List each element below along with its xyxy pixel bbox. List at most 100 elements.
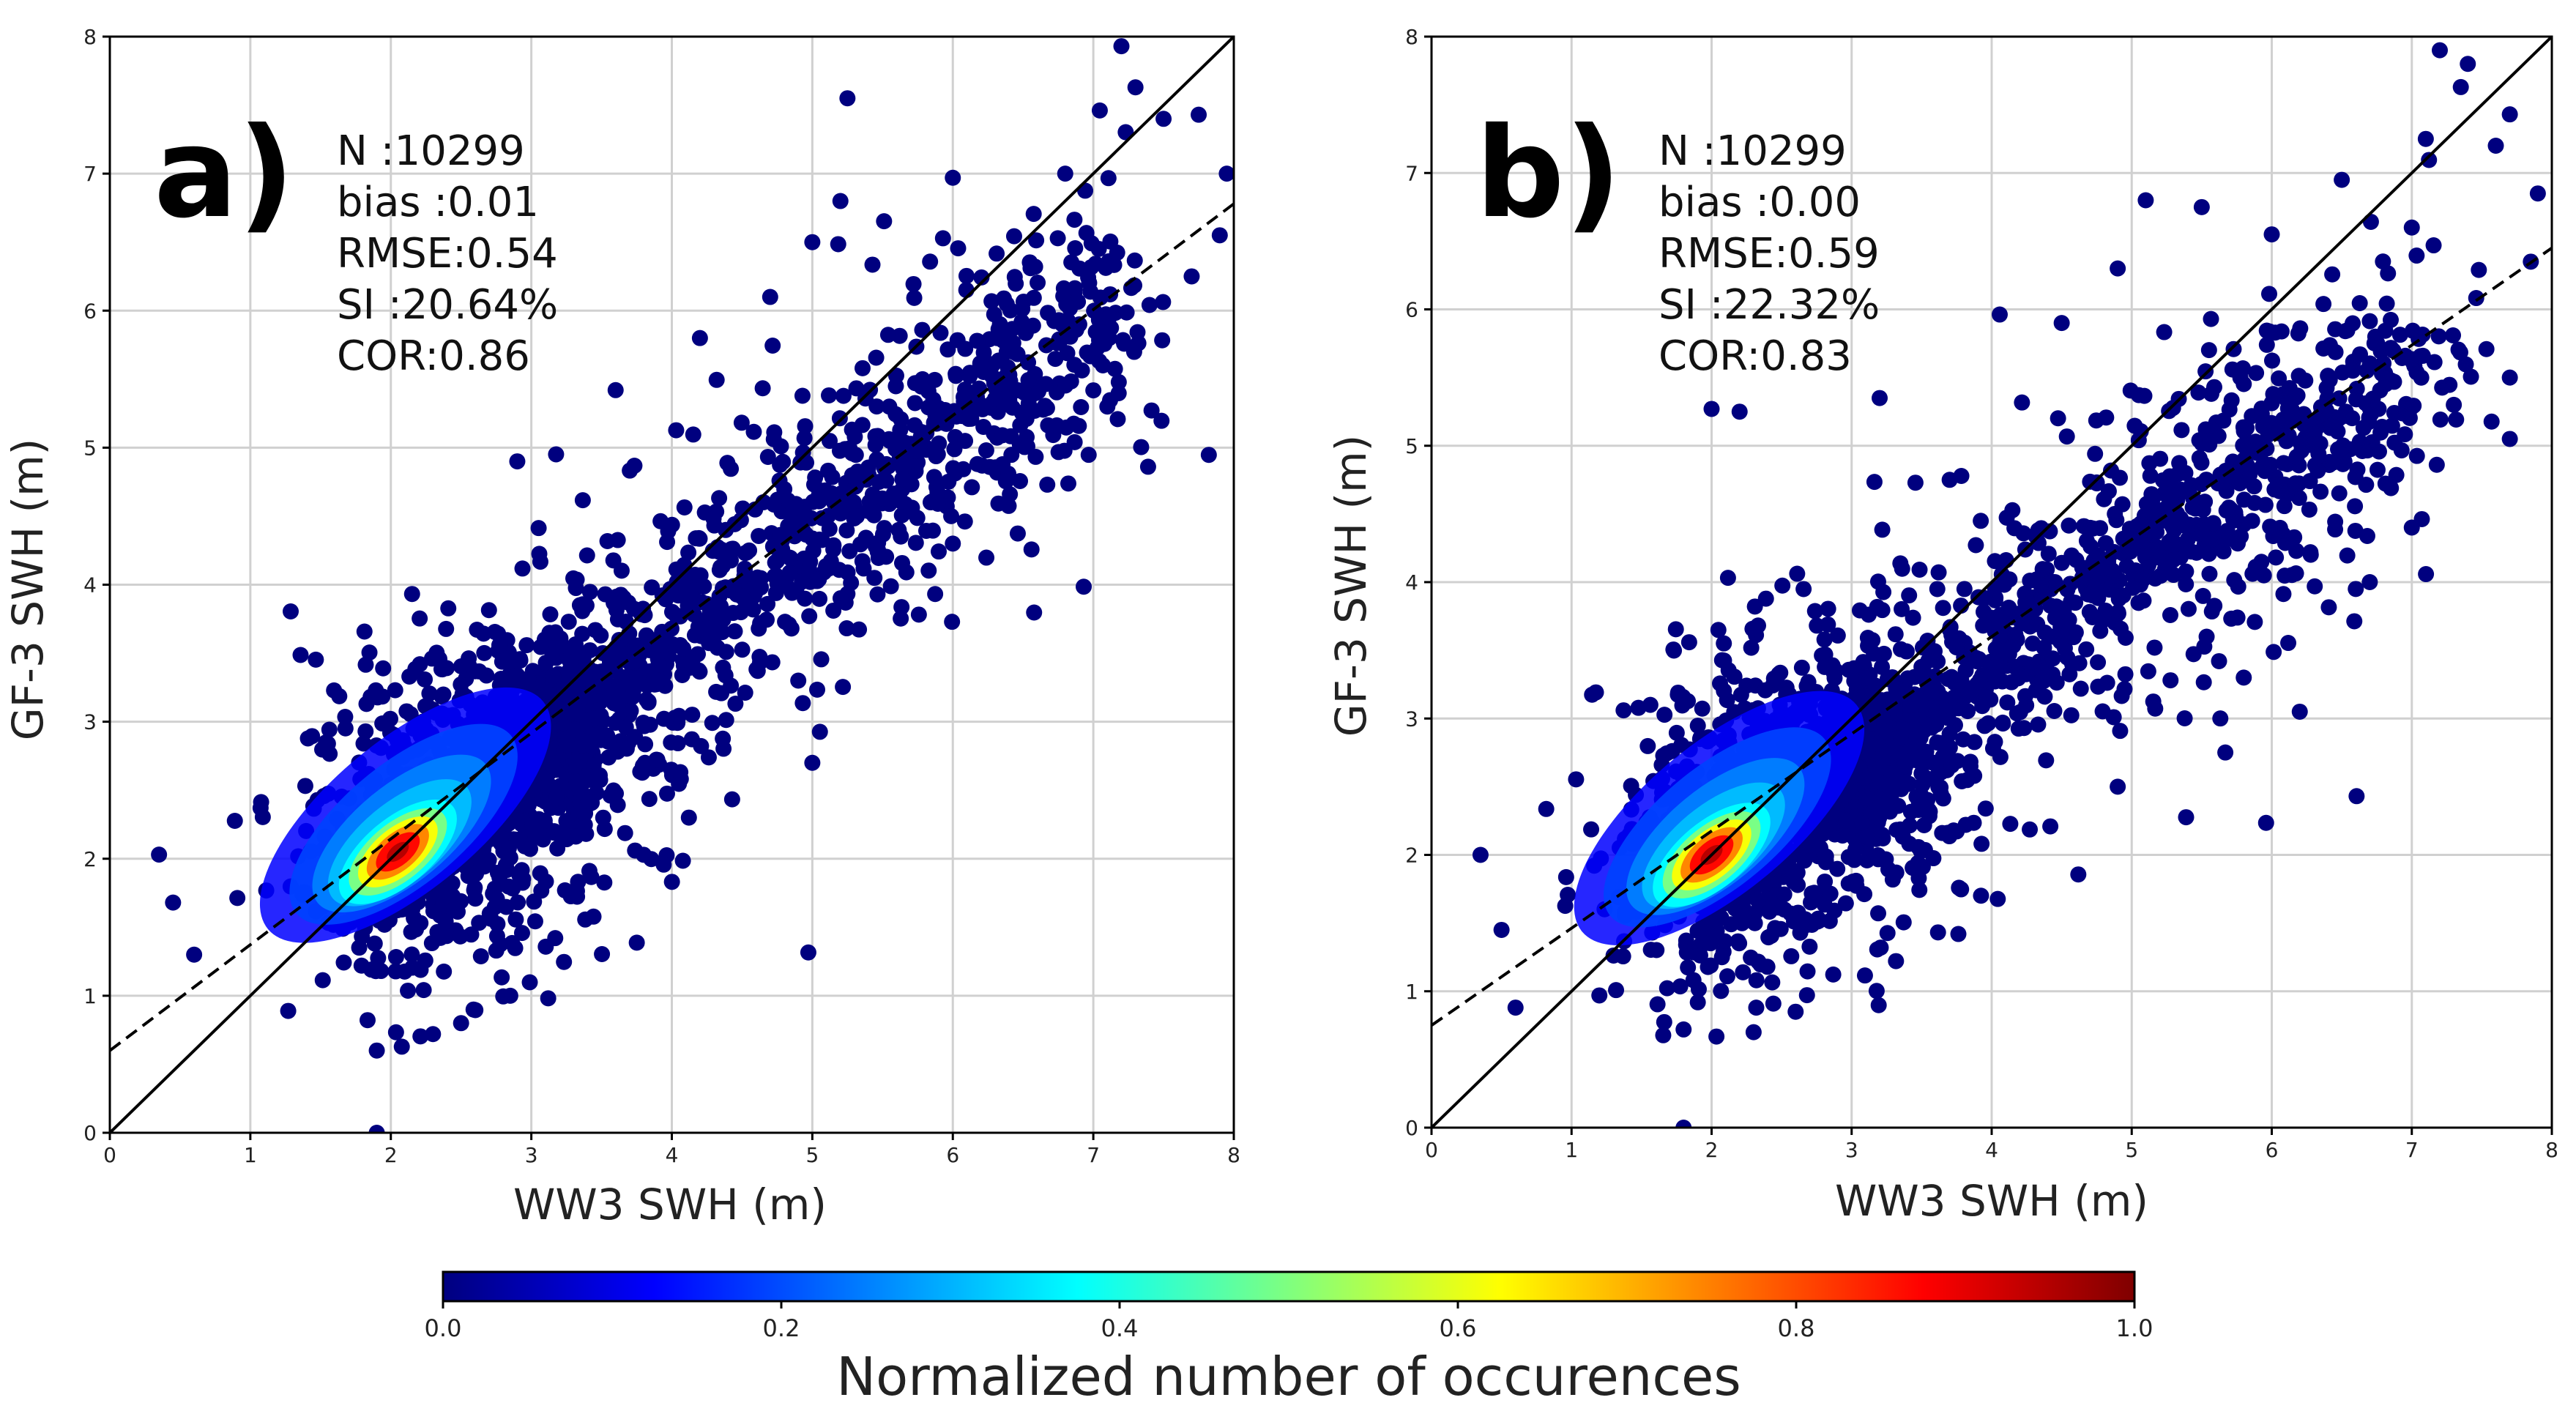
scatter-point [1689, 923, 1706, 939]
scatter-point [1057, 165, 1073, 182]
scatter-point [1735, 964, 1752, 980]
scatter-point [444, 875, 461, 892]
scatter-point [1211, 227, 1228, 244]
scatter-point [2206, 598, 2223, 614]
scatter-point [794, 387, 811, 404]
scatter-point [839, 90, 856, 107]
scatter-point [823, 485, 840, 502]
scatter-point [1685, 972, 1702, 989]
scatter-point [685, 426, 701, 443]
scatter-point [943, 507, 960, 524]
scatter-point [832, 505, 849, 522]
scatter-point [1894, 560, 1910, 577]
scatter-point [1987, 734, 2003, 751]
scatter-point [894, 471, 911, 488]
scatter-point [607, 381, 624, 398]
scatter-point [2058, 428, 2075, 445]
scatter-point [1063, 254, 1080, 271]
scatter-point [840, 491, 857, 508]
scatter-point [1789, 565, 1806, 582]
scatter-point [355, 735, 372, 752]
y-tick-label: 4 [83, 573, 97, 598]
scatter-point [2124, 579, 2141, 596]
scatter-point [452, 928, 469, 945]
scatter-point [358, 696, 375, 712]
scatter-point [2155, 472, 2172, 488]
scatter-point [2096, 606, 2112, 623]
scatter-point [1099, 398, 1116, 415]
scatter-point [1674, 697, 1691, 714]
scatter-point [948, 368, 964, 384]
scatter-point [613, 562, 630, 579]
scatter-point [1127, 79, 1144, 96]
scatter-point [1968, 537, 1984, 554]
scatter-point [785, 500, 802, 517]
scatter-point [1019, 438, 1035, 455]
scatter-point [913, 378, 930, 395]
scatter-point [1799, 963, 1816, 980]
scatter-point [403, 946, 420, 963]
scatter-point [1816, 631, 1833, 648]
scatter-point [353, 957, 370, 974]
scatter-point [759, 448, 776, 465]
scatter-point [564, 704, 581, 721]
scatter-point [2162, 672, 2179, 689]
scatter-point [2223, 392, 2240, 409]
scatter-point [1680, 959, 1697, 976]
scatter-point [537, 777, 554, 794]
scatter-point [1801, 938, 1818, 955]
scatter-point [1560, 887, 1577, 904]
scatter-point [662, 581, 679, 598]
scatter-point [558, 813, 575, 830]
scatter-point [594, 945, 611, 962]
scatter-point [2280, 635, 2297, 652]
scatter-point [1183, 268, 1200, 285]
y-tick-label: 1 [83, 984, 97, 1008]
scatter-point [907, 395, 923, 412]
scatter-point [1948, 639, 1965, 656]
scatter-point [314, 972, 331, 989]
scatter-point [1901, 587, 1918, 604]
scatter-point [680, 544, 697, 561]
scatter-point [2067, 595, 2084, 611]
scatter-point [1538, 800, 1555, 817]
scatter-point [887, 378, 904, 395]
scatter-point [2391, 327, 2408, 343]
scatter-point [764, 338, 781, 354]
scatter-point [1991, 306, 2008, 323]
scatter-point [802, 554, 819, 570]
scatter-point [683, 731, 700, 748]
scatter-point [2176, 710, 2193, 727]
panel-b-ylabel: GF-3 SWH (m) [1326, 435, 1376, 737]
x-tick-label: 8 [1227, 1143, 1240, 1167]
scatter-point [518, 637, 535, 654]
scatter-point [969, 332, 986, 349]
scatter-point [957, 340, 974, 357]
scatter-point [440, 600, 457, 617]
scatter-point [1995, 714, 2011, 731]
scatter-point [500, 840, 517, 857]
scatter-point [165, 894, 182, 911]
scatter-point [1869, 598, 1886, 615]
scatter-point [1731, 935, 1748, 952]
scatter-point [1009, 381, 1026, 398]
scatter-point [491, 637, 508, 654]
scatter-point [714, 624, 731, 641]
scatter-point [359, 1012, 376, 1029]
scatter-point [2178, 563, 2195, 580]
scatter-point [1666, 642, 1683, 659]
scatter-point [297, 778, 313, 794]
scatter-point [1089, 339, 1106, 356]
scatter-point [2152, 567, 2169, 584]
scatter-point [2090, 654, 2107, 671]
scatter-point [813, 651, 830, 668]
scatter-point [412, 656, 428, 673]
scatter-point [1012, 417, 1029, 433]
scatter-point [2421, 152, 2438, 168]
scatter-point [1894, 600, 1910, 617]
scatter-point [568, 882, 585, 899]
scatter-point [663, 734, 680, 751]
scatter-point [1023, 541, 1040, 558]
scatter-point [547, 930, 564, 947]
scatter-point [1057, 377, 1074, 394]
